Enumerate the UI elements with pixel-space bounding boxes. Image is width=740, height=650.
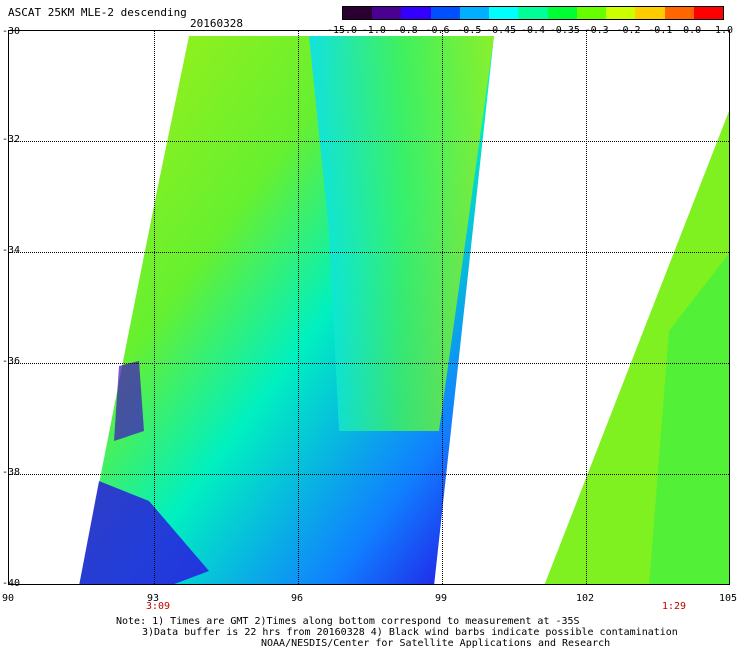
pass-time-label: 3:09 <box>145 601 171 612</box>
map-plot <box>8 30 730 585</box>
note-line-2: 3)Data buffer is 22 hrs from 20160328 4)… <box>142 627 678 638</box>
lon-label: 99 <box>434 593 448 604</box>
grid-lon-93 <box>154 31 155 584</box>
colorbar-segment <box>489 7 519 19</box>
colorbar-segment <box>401 7 431 19</box>
colorbar-segment <box>635 7 665 19</box>
colorbar-segment <box>518 7 548 19</box>
colorbar-segment <box>693 7 724 19</box>
colorbar-segment <box>664 7 694 19</box>
west-swath-deep-blue <box>79 481 209 584</box>
west-swath <box>79 36 494 584</box>
note-line-1: Note: 1) Times are GMT 2)Times along bot… <box>116 616 580 627</box>
grid-lon-96 <box>298 31 299 584</box>
colorbar-segment <box>547 7 577 19</box>
lon-label: 93 <box>146 593 160 604</box>
colorbar-segment <box>606 7 636 19</box>
colorbar-segment <box>459 7 490 19</box>
product-date: 20160328 <box>190 17 243 30</box>
west-swath-purple-patch <box>114 361 144 441</box>
note-line-3: NOAA/NESDIS/Center for Satellite Applica… <box>261 638 611 649</box>
colorbar-segment <box>576 7 607 19</box>
lon-label: 90 <box>1 593 15 604</box>
colorbar-segment <box>430 7 460 19</box>
grid-lon-102 <box>586 31 587 584</box>
grid-lat-34 <box>9 252 729 253</box>
colorbar-segment <box>372 7 402 19</box>
west-swath-east-band <box>309 36 494 431</box>
grid-lat-32 <box>9 141 729 142</box>
colorbar-segment <box>343 7 373 19</box>
east-swath <box>544 111 729 584</box>
grid-lat-38 <box>9 474 729 475</box>
lat-label: -30 <box>2 26 21 37</box>
grid-lon-99 <box>442 31 443 584</box>
pass-time-label: 1:29 <box>661 601 687 612</box>
lat-label: -36 <box>2 356 21 367</box>
east-swath-inner <box>649 253 729 584</box>
lat-label: -40 <box>2 578 21 589</box>
lon-label: 96 <box>290 593 304 604</box>
product-title: ASCAT 25KM MLE-2 descending <box>8 6 187 19</box>
lon-label: 105 <box>718 593 738 604</box>
colorbar <box>342 6 724 20</box>
lat-label: -32 <box>2 134 21 145</box>
lat-label: -34 <box>2 245 21 256</box>
grid-lat-36 <box>9 363 729 364</box>
lon-label: 102 <box>575 593 595 604</box>
lat-label: -38 <box>2 467 21 478</box>
